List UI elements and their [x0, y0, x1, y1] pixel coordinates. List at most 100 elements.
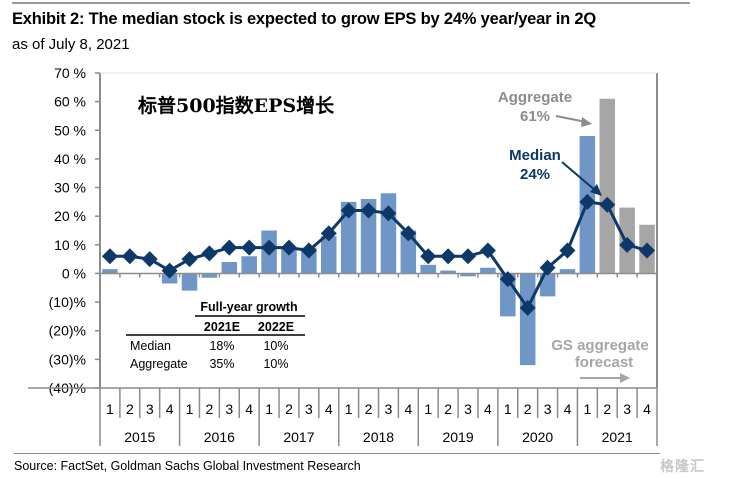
quarter-label: 2: [524, 401, 532, 417]
y-tick-label: 40 %: [54, 151, 86, 167]
median-marker: [181, 251, 198, 268]
median-marker: [380, 205, 397, 222]
quarter-label: 3: [146, 401, 154, 417]
median-marker: [599, 196, 616, 213]
aggregate-annotation-label: Aggregate: [498, 89, 572, 106]
quarter-label: 1: [186, 401, 194, 417]
source-note: Source: FactSet, Goldman Sachs Global In…: [14, 459, 361, 473]
aggregate-bar: [201, 273, 218, 278]
quarter-label: 4: [245, 401, 253, 417]
y-tick-label: 20 %: [54, 208, 86, 224]
quarter-label: 4: [325, 401, 333, 417]
quarter-label: 3: [385, 401, 393, 417]
quarter-label: 4: [643, 401, 651, 417]
quarter-label: 3: [544, 401, 552, 417]
aggregate-annotation-value: 61%: [520, 108, 550, 125]
table-cell: 18%: [209, 339, 234, 353]
year-label: 2015: [124, 429, 155, 445]
aggregate-bar: [221, 262, 238, 274]
y-tick-label: 70 %: [54, 65, 86, 81]
aggregate-bar: [321, 236, 337, 274]
year-label: 2018: [363, 429, 394, 445]
table-row-label: Aggregate: [130, 357, 188, 371]
median-marker: [320, 225, 337, 242]
quarter-label: 3: [305, 401, 313, 417]
aggregate-bar: [181, 273, 198, 291]
quarter-label: 2: [206, 401, 214, 417]
aggregate-bar: [380, 193, 397, 274]
median-marker: [101, 248, 118, 265]
median-marker: [261, 239, 278, 256]
aggregate-bar: [460, 273, 476, 277]
top-rule: [12, 2, 690, 4]
median-marker: [499, 271, 516, 288]
aggregate-bar: [440, 270, 456, 274]
quarter-label: 4: [484, 401, 492, 417]
median-marker: [340, 202, 357, 219]
aggregate-bar: [559, 269, 576, 274]
quarter-label: 4: [404, 401, 412, 417]
aggregate-bar: [519, 273, 536, 366]
median-marker: [300, 242, 317, 259]
quarter-label: 2: [603, 401, 611, 417]
overlay-chinese-label: 标普500指数EPS增长: [138, 94, 335, 117]
median-marker: [280, 239, 297, 256]
median-marker: [141, 251, 158, 268]
quarter-label: 1: [106, 401, 114, 417]
y-tick-label: 0 %: [62, 265, 86, 281]
quarter-label: 3: [225, 401, 233, 417]
median-marker: [519, 299, 536, 316]
median-marker: [201, 245, 218, 262]
year-label: 2021: [602, 429, 633, 445]
quarter-label: 4: [564, 401, 572, 417]
table-cell: 10%: [263, 357, 288, 371]
quarter-label: 1: [504, 401, 512, 417]
quarter-label: 1: [583, 401, 591, 417]
table-column-header: 2021E: [204, 320, 240, 334]
quarter-label: 1: [345, 401, 353, 417]
y-tick-label: (10)%: [49, 294, 86, 310]
year-label: 2016: [204, 429, 235, 445]
table-cell: 35%: [209, 357, 234, 371]
median-marker: [619, 236, 636, 253]
median-annotation-value: 24%: [520, 166, 550, 183]
aggregate-bar: [539, 273, 556, 297]
median-marker: [479, 242, 496, 259]
median-marker: [360, 202, 377, 219]
aggregate-bar: [400, 230, 417, 274]
median-marker: [241, 239, 258, 256]
forecast-arrow-head: [620, 373, 630, 383]
median-marker: [559, 242, 576, 259]
median-arrow-head: [590, 184, 602, 196]
median-marker: [121, 248, 138, 265]
y-tick-label: 50 %: [54, 122, 86, 138]
aggregate-arrow-line: [555, 115, 587, 123]
median-line: [109, 200, 648, 311]
exhibit-title: Exhibit 2: The median stock is expected …: [12, 10, 596, 28]
aggregate-bar: [241, 256, 257, 274]
y-tick-label: (30)%: [49, 351, 86, 367]
y-tick-label: 10 %: [54, 237, 86, 253]
exhibit-subtitle: as of July 8, 2021: [12, 36, 130, 53]
aggregate-bar: [360, 199, 377, 274]
table-column-header: 2022E: [258, 320, 294, 334]
median-arrow-line: [561, 161, 597, 192]
median-marker: [400, 225, 417, 242]
median-marker: [161, 262, 178, 279]
quarter-label: 4: [166, 401, 174, 417]
aggregate-bar: [599, 98, 616, 274]
bottom-rule: [14, 453, 660, 454]
year-label: 2017: [283, 429, 314, 445]
median-marker: [440, 248, 457, 265]
y-tick-label: 30 %: [54, 180, 86, 196]
forecast-note-line2: forecast: [575, 354, 633, 371]
median-marker: [221, 239, 238, 256]
quarter-label: 1: [424, 401, 432, 417]
median-annotation-label: Median: [509, 147, 561, 164]
forecast-note-line1: GS aggregate: [551, 337, 649, 354]
table-cell: 10%: [263, 339, 288, 353]
aggregate-bar: [340, 201, 357, 274]
quarter-label: 2: [126, 401, 134, 417]
quarter-label: 3: [623, 401, 631, 417]
